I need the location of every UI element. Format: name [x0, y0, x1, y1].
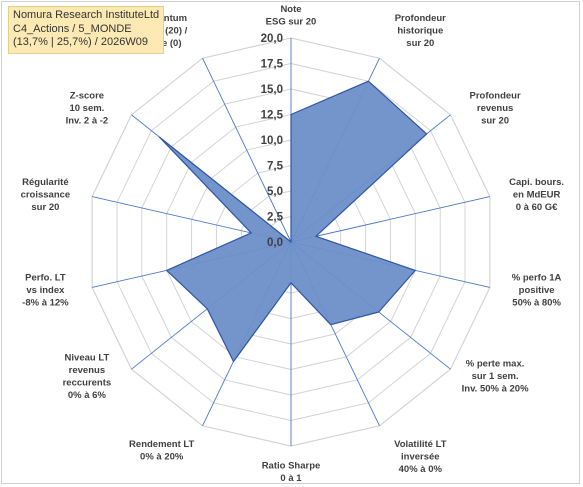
axis-label: % perte max. sur 1 sem. Inv. 50% à 20% [462, 359, 529, 395]
axis-label-line: croissance [21, 189, 71, 200]
axis-label-line: Profondeur [469, 91, 520, 102]
axis-label-line: historique [397, 25, 443, 36]
axis-label: Rendement LT 0% à 20% [129, 439, 194, 463]
axis-label-line: inversée [401, 452, 440, 463]
axis-label-line: 0 à 60 G€ [516, 202, 558, 213]
axis-label: Niveau LT revenus reccurents 0% à 6% [63, 352, 112, 401]
r-tick-label: 10,0 [261, 135, 283, 147]
axis-label-line: 10 sem. [69, 103, 104, 114]
axis-label: Perfo. LT vs index -8% à 12% [22, 273, 69, 309]
axis-label: Régularité croissance sur 20 [21, 177, 71, 213]
axis-label-line: Ratio Sharpe [262, 460, 321, 471]
axis-label-line: Note [280, 4, 301, 15]
axis-label: Capi. bours. en MdEUR 0 à 60 G€ [509, 177, 564, 213]
axis-label-line: 50% à 80% [512, 298, 561, 309]
axis-label-line: vs index [26, 285, 65, 296]
r-tick-label: 0,0 [267, 237, 283, 249]
axis-label: Z-score 10 sem. Inv. 2 à -2 [66, 91, 109, 127]
axis-label-line: Profondeur [395, 13, 446, 24]
chart-title-box: Nomura Research InstituteLtd C4_Actions … [8, 6, 165, 54]
axis-label-line: 0 à 1 [280, 473, 302, 484]
r-tick-label: 12,5 [261, 110, 284, 122]
axis-label-line: Inv. 50% à 20% [462, 384, 529, 395]
axis-label: Volatilité LT inversée 40% à 0% [394, 439, 447, 475]
axis-label-line: Rendement LT [129, 439, 194, 450]
axis-label-line: Z-score [70, 91, 104, 102]
title-line-company: Nomura Research InstituteLtd [13, 9, 160, 21]
axis-label-line: reccurents [63, 377, 112, 388]
axis-label-line: Perfo. LT [25, 273, 66, 284]
axis-label-line: sur 20 [31, 202, 59, 213]
axis-label-line: sur 20 [406, 38, 434, 49]
radar-tick-labels: 0,0 2,5 5,0 7,5 10,0 12,5 15,0 17,5 20,0 [261, 33, 284, 249]
axis-label: Ratio Sharpe 0 à 1 [262, 460, 321, 484]
r-tick-label: 17,5 [261, 59, 284, 71]
axis-label-line: % perfo 1A [512, 273, 562, 284]
radar-axis-labels: Note ESG sur 20 Profondeur historique sur 20… [21, 4, 564, 484]
r-tick-label: 5,0 [267, 186, 283, 198]
axis-label-line: 0% à 6% [68, 390, 107, 401]
axis-label-line: revenus [69, 365, 105, 376]
axis-label: Note ESG sur 20 [266, 4, 317, 28]
r-tick-label: 2,5 [267, 212, 284, 224]
axis-label-line: positive [519, 285, 555, 296]
radar-spoke [290, 196, 491, 243]
axis-label-line: revenus [477, 103, 513, 114]
axis-label-line: Volatilité LT [394, 439, 447, 450]
r-tick-label: 20,0 [261, 33, 283, 45]
axis-label-line: % perte max. [466, 359, 525, 370]
axis-label: Profondeur revenus sur 20 [469, 91, 520, 127]
radar-spoke [202, 58, 292, 243]
axis-label-line: 0% à 20% [140, 452, 184, 463]
title-line-stats: (13,7% | 25,7%) / 2026W09 [13, 36, 148, 48]
axis-label-line: Niveau LT [65, 352, 110, 363]
r-tick-label: 7,5 [267, 161, 284, 173]
axis-label-line: sur 20 [481, 116, 509, 127]
axis-label-line: -8% à 12% [22, 298, 69, 309]
axis-label-line: en MdEUR [513, 189, 561, 200]
axis-label-line: Capi. bours. [509, 177, 564, 188]
axis-label-line: 40% à 0% [399, 464, 443, 475]
axis-label: % perfo 1A positive 50% à 80% [512, 273, 562, 309]
axis-label-line: Inv. 2 à -2 [66, 116, 109, 127]
axis-label: Profondeur historique sur 20 [395, 13, 446, 49]
axis-label-line: ESG sur 20 [266, 17, 317, 28]
axis-label-line: Régularité [22, 177, 68, 188]
title-line-category: C4_Actions / 5_MONDE [13, 22, 132, 35]
r-tick-label: 15,0 [261, 84, 283, 96]
radar-series [158, 80, 428, 363]
axis-label-line: sur 1 sem. [472, 371, 519, 382]
